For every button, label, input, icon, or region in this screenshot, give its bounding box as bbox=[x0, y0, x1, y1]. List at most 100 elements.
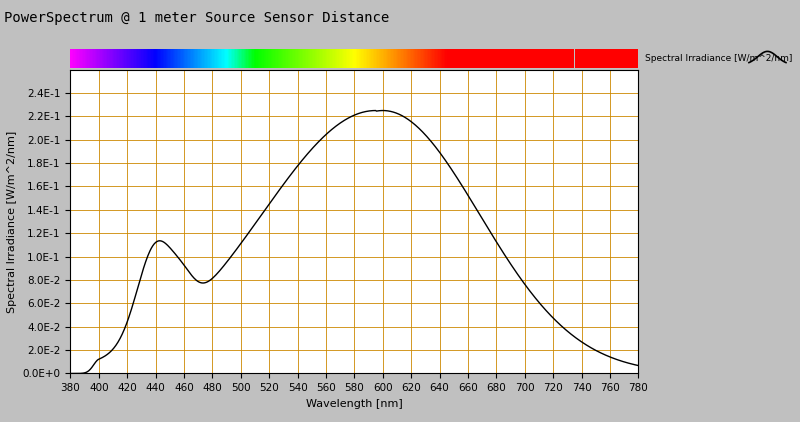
Bar bbox=[225, 49, 226, 68]
Bar bbox=[420, 49, 421, 68]
Bar bbox=[470, 49, 471, 68]
Bar bbox=[286, 49, 288, 68]
Bar bbox=[221, 49, 222, 68]
Bar bbox=[567, 49, 569, 68]
Bar bbox=[554, 49, 556, 68]
Bar bbox=[129, 49, 130, 68]
Bar bbox=[358, 49, 360, 68]
Bar bbox=[301, 49, 302, 68]
Bar bbox=[611, 49, 613, 68]
Bar bbox=[452, 49, 454, 68]
Bar bbox=[96, 49, 98, 68]
Bar bbox=[626, 49, 627, 68]
Bar bbox=[289, 49, 290, 68]
Bar bbox=[380, 49, 382, 68]
Bar bbox=[356, 49, 358, 68]
Bar bbox=[217, 49, 218, 68]
Bar bbox=[201, 49, 202, 68]
Bar bbox=[166, 49, 167, 68]
Bar bbox=[455, 49, 457, 68]
Bar bbox=[558, 49, 559, 68]
Bar bbox=[266, 49, 268, 68]
Bar bbox=[238, 49, 239, 68]
Bar bbox=[134, 49, 136, 68]
Bar bbox=[622, 49, 624, 68]
Bar bbox=[319, 49, 320, 68]
Bar bbox=[334, 49, 336, 68]
Bar bbox=[155, 49, 157, 68]
Bar bbox=[406, 49, 407, 68]
Bar bbox=[206, 49, 208, 68]
Bar bbox=[212, 49, 214, 68]
Bar bbox=[214, 49, 215, 68]
Bar bbox=[307, 49, 309, 68]
Bar bbox=[93, 49, 94, 68]
Bar bbox=[563, 49, 565, 68]
Bar bbox=[353, 49, 354, 68]
Bar bbox=[494, 49, 495, 68]
Bar bbox=[175, 49, 177, 68]
Bar bbox=[481, 49, 482, 68]
Bar bbox=[198, 49, 200, 68]
Bar bbox=[543, 49, 545, 68]
Bar bbox=[298, 49, 299, 68]
Bar bbox=[582, 49, 583, 68]
Y-axis label: Spectral Irradiance [W/m^2/nm]: Spectral Irradiance [W/m^2/nm] bbox=[7, 130, 17, 313]
Bar bbox=[376, 49, 377, 68]
Bar bbox=[422, 49, 424, 68]
Bar bbox=[618, 49, 620, 68]
Bar bbox=[506, 49, 508, 68]
Bar bbox=[190, 49, 191, 68]
Bar bbox=[427, 49, 428, 68]
Bar bbox=[178, 49, 180, 68]
Bar bbox=[259, 49, 261, 68]
Bar bbox=[471, 49, 472, 68]
Bar bbox=[290, 49, 292, 68]
Bar bbox=[532, 49, 534, 68]
Bar bbox=[89, 49, 90, 68]
Bar bbox=[386, 49, 387, 68]
Bar bbox=[620, 49, 622, 68]
Bar bbox=[345, 49, 346, 68]
Bar bbox=[230, 49, 231, 68]
Bar bbox=[182, 49, 184, 68]
Text: Spectral Irradiance [W/m^2/nm]: Spectral Irradiance [W/m^2/nm] bbox=[646, 54, 793, 62]
Bar bbox=[590, 49, 591, 68]
Bar bbox=[400, 49, 402, 68]
Bar bbox=[98, 49, 100, 68]
Bar bbox=[589, 49, 590, 68]
Bar bbox=[252, 49, 254, 68]
Bar bbox=[439, 49, 441, 68]
Bar bbox=[610, 49, 611, 68]
Bar bbox=[102, 49, 103, 68]
Bar bbox=[503, 49, 505, 68]
Bar bbox=[80, 49, 82, 68]
Bar bbox=[431, 49, 433, 68]
Bar bbox=[208, 49, 210, 68]
Bar bbox=[87, 49, 89, 68]
Bar bbox=[147, 49, 149, 68]
Bar bbox=[515, 49, 516, 68]
Bar bbox=[218, 49, 219, 68]
Bar bbox=[188, 49, 190, 68]
Bar bbox=[323, 49, 325, 68]
Bar bbox=[395, 49, 397, 68]
Bar bbox=[123, 49, 124, 68]
Bar bbox=[539, 49, 541, 68]
Bar bbox=[525, 49, 526, 68]
Bar bbox=[545, 49, 546, 68]
Bar bbox=[122, 49, 123, 68]
Bar bbox=[465, 49, 466, 68]
Bar bbox=[435, 49, 437, 68]
Bar bbox=[110, 49, 111, 68]
Bar bbox=[565, 49, 566, 68]
Bar bbox=[171, 49, 173, 68]
Bar bbox=[512, 49, 514, 68]
Bar bbox=[602, 49, 603, 68]
Bar bbox=[133, 49, 134, 68]
Bar bbox=[492, 49, 494, 68]
Bar bbox=[276, 49, 278, 68]
Bar bbox=[318, 49, 319, 68]
Bar bbox=[272, 49, 274, 68]
Bar bbox=[468, 49, 470, 68]
